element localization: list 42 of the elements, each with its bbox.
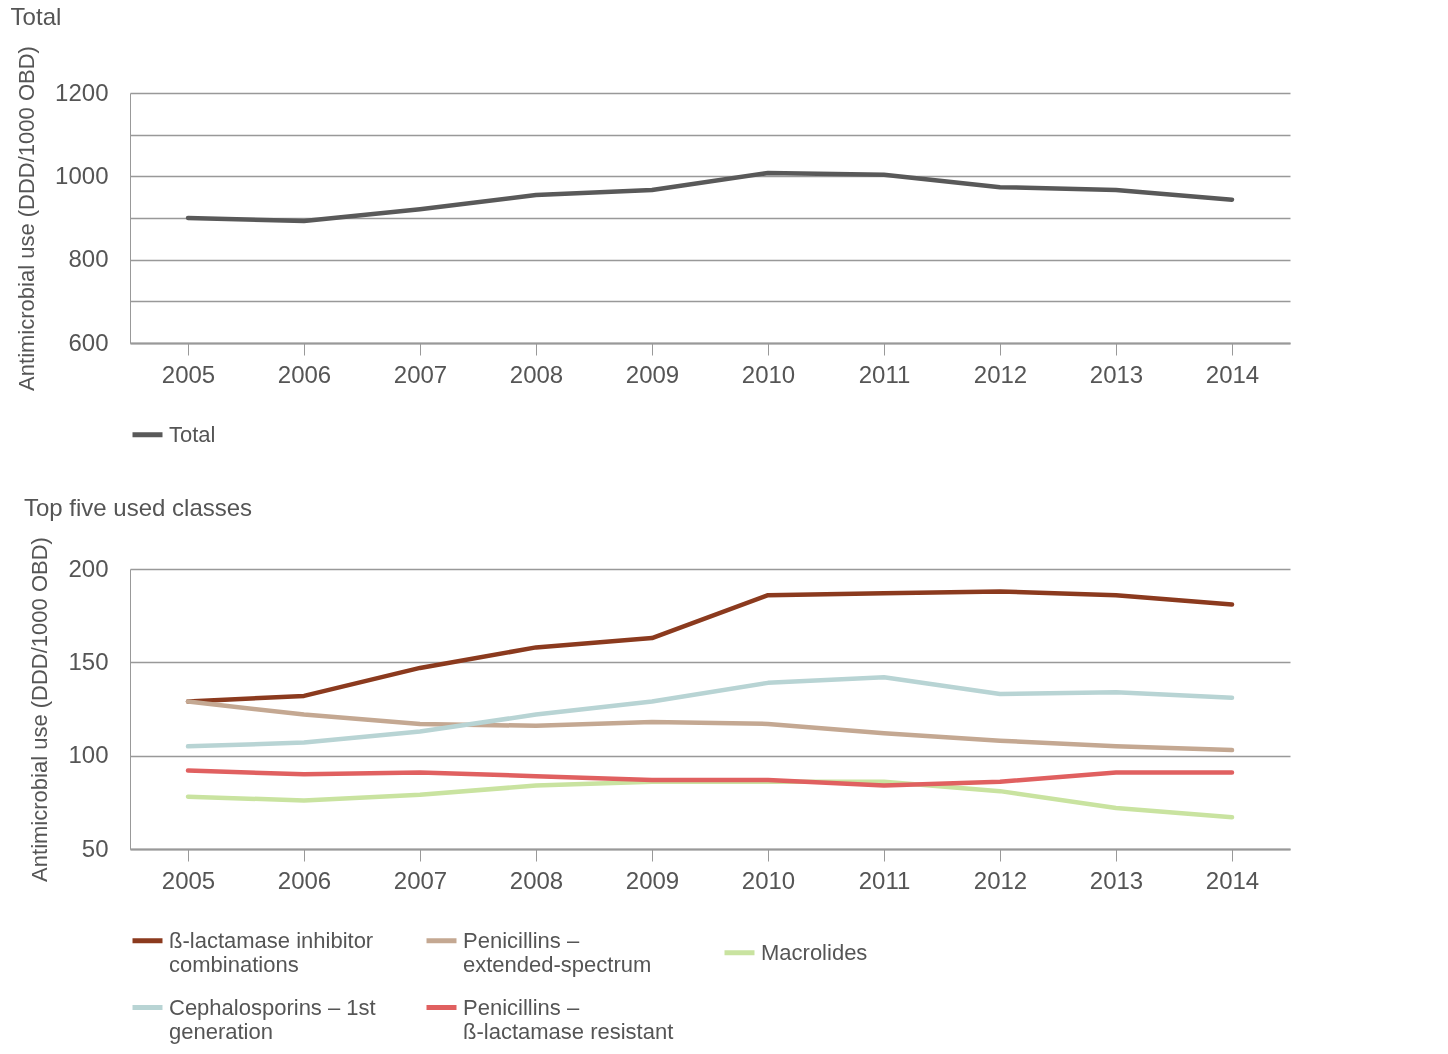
x-tick-label: 2012 <box>973 866 1028 894</box>
x-tick-label: 2011 <box>858 866 911 894</box>
x-tick-label: 2014 <box>1205 360 1260 388</box>
legend-label: ß-lactamase inhibitor combinations <box>169 927 374 977</box>
legend-label: Penicillins – ß-lactamase resistant <box>463 994 674 1044</box>
legend-label: Penicillins – extended-spectrum <box>463 927 652 977</box>
x-tick-label: 2006 <box>277 360 332 388</box>
x-tick-label: 2009 <box>625 866 680 894</box>
legend-label: Cephalosporins – 1st generation <box>169 994 376 1044</box>
x-tick-label: 2005 <box>161 360 216 388</box>
x-tick-label: 2014 <box>1205 866 1260 894</box>
x-tick-label: 2010 <box>741 360 796 388</box>
x-tick-label: 2011 <box>858 360 911 388</box>
x-tick-label: 2006 <box>277 866 332 894</box>
y-tick-label: 150 <box>68 647 109 675</box>
legend-label: Total <box>169 421 216 447</box>
y-axis-title: Antimicrobial use (DDD/1000 OBD) <box>27 537 53 882</box>
y-tick-label: 200 <box>68 554 109 582</box>
x-tick-label: 2013 <box>1089 360 1144 388</box>
x-tick-label: 2012 <box>973 360 1028 388</box>
line-series <box>185 768 1235 788</box>
x-tick-label: 2008 <box>509 866 564 894</box>
y-tick-label: 100 <box>68 741 109 769</box>
y-tick-label: 1000 <box>55 161 109 189</box>
line-series <box>185 699 1235 753</box>
x-tick-label: 2005 <box>161 866 216 894</box>
y-tick-label: 600 <box>68 328 109 356</box>
x-tick-label: 2007 <box>393 360 448 388</box>
chart-title: Total <box>10 2 62 30</box>
y-tick-label: 50 <box>81 834 109 862</box>
legend-label: Macrolides <box>761 939 868 965</box>
x-tick-label: 2008 <box>509 360 564 388</box>
line-series <box>185 170 1235 224</box>
y-axis-title: Antimicrobial use (DDD/1000 OBD) <box>14 46 40 391</box>
x-tick-label: 2009 <box>625 360 680 388</box>
line-series <box>185 675 1235 749</box>
x-tick-label: 2007 <box>393 866 448 894</box>
chart-title: Top five used classes <box>23 493 253 521</box>
x-tick-label: 2013 <box>1089 866 1144 894</box>
y-tick-label: 1200 <box>55 78 109 106</box>
x-tick-label: 2010 <box>741 866 796 894</box>
y-tick-label: 800 <box>68 245 109 273</box>
